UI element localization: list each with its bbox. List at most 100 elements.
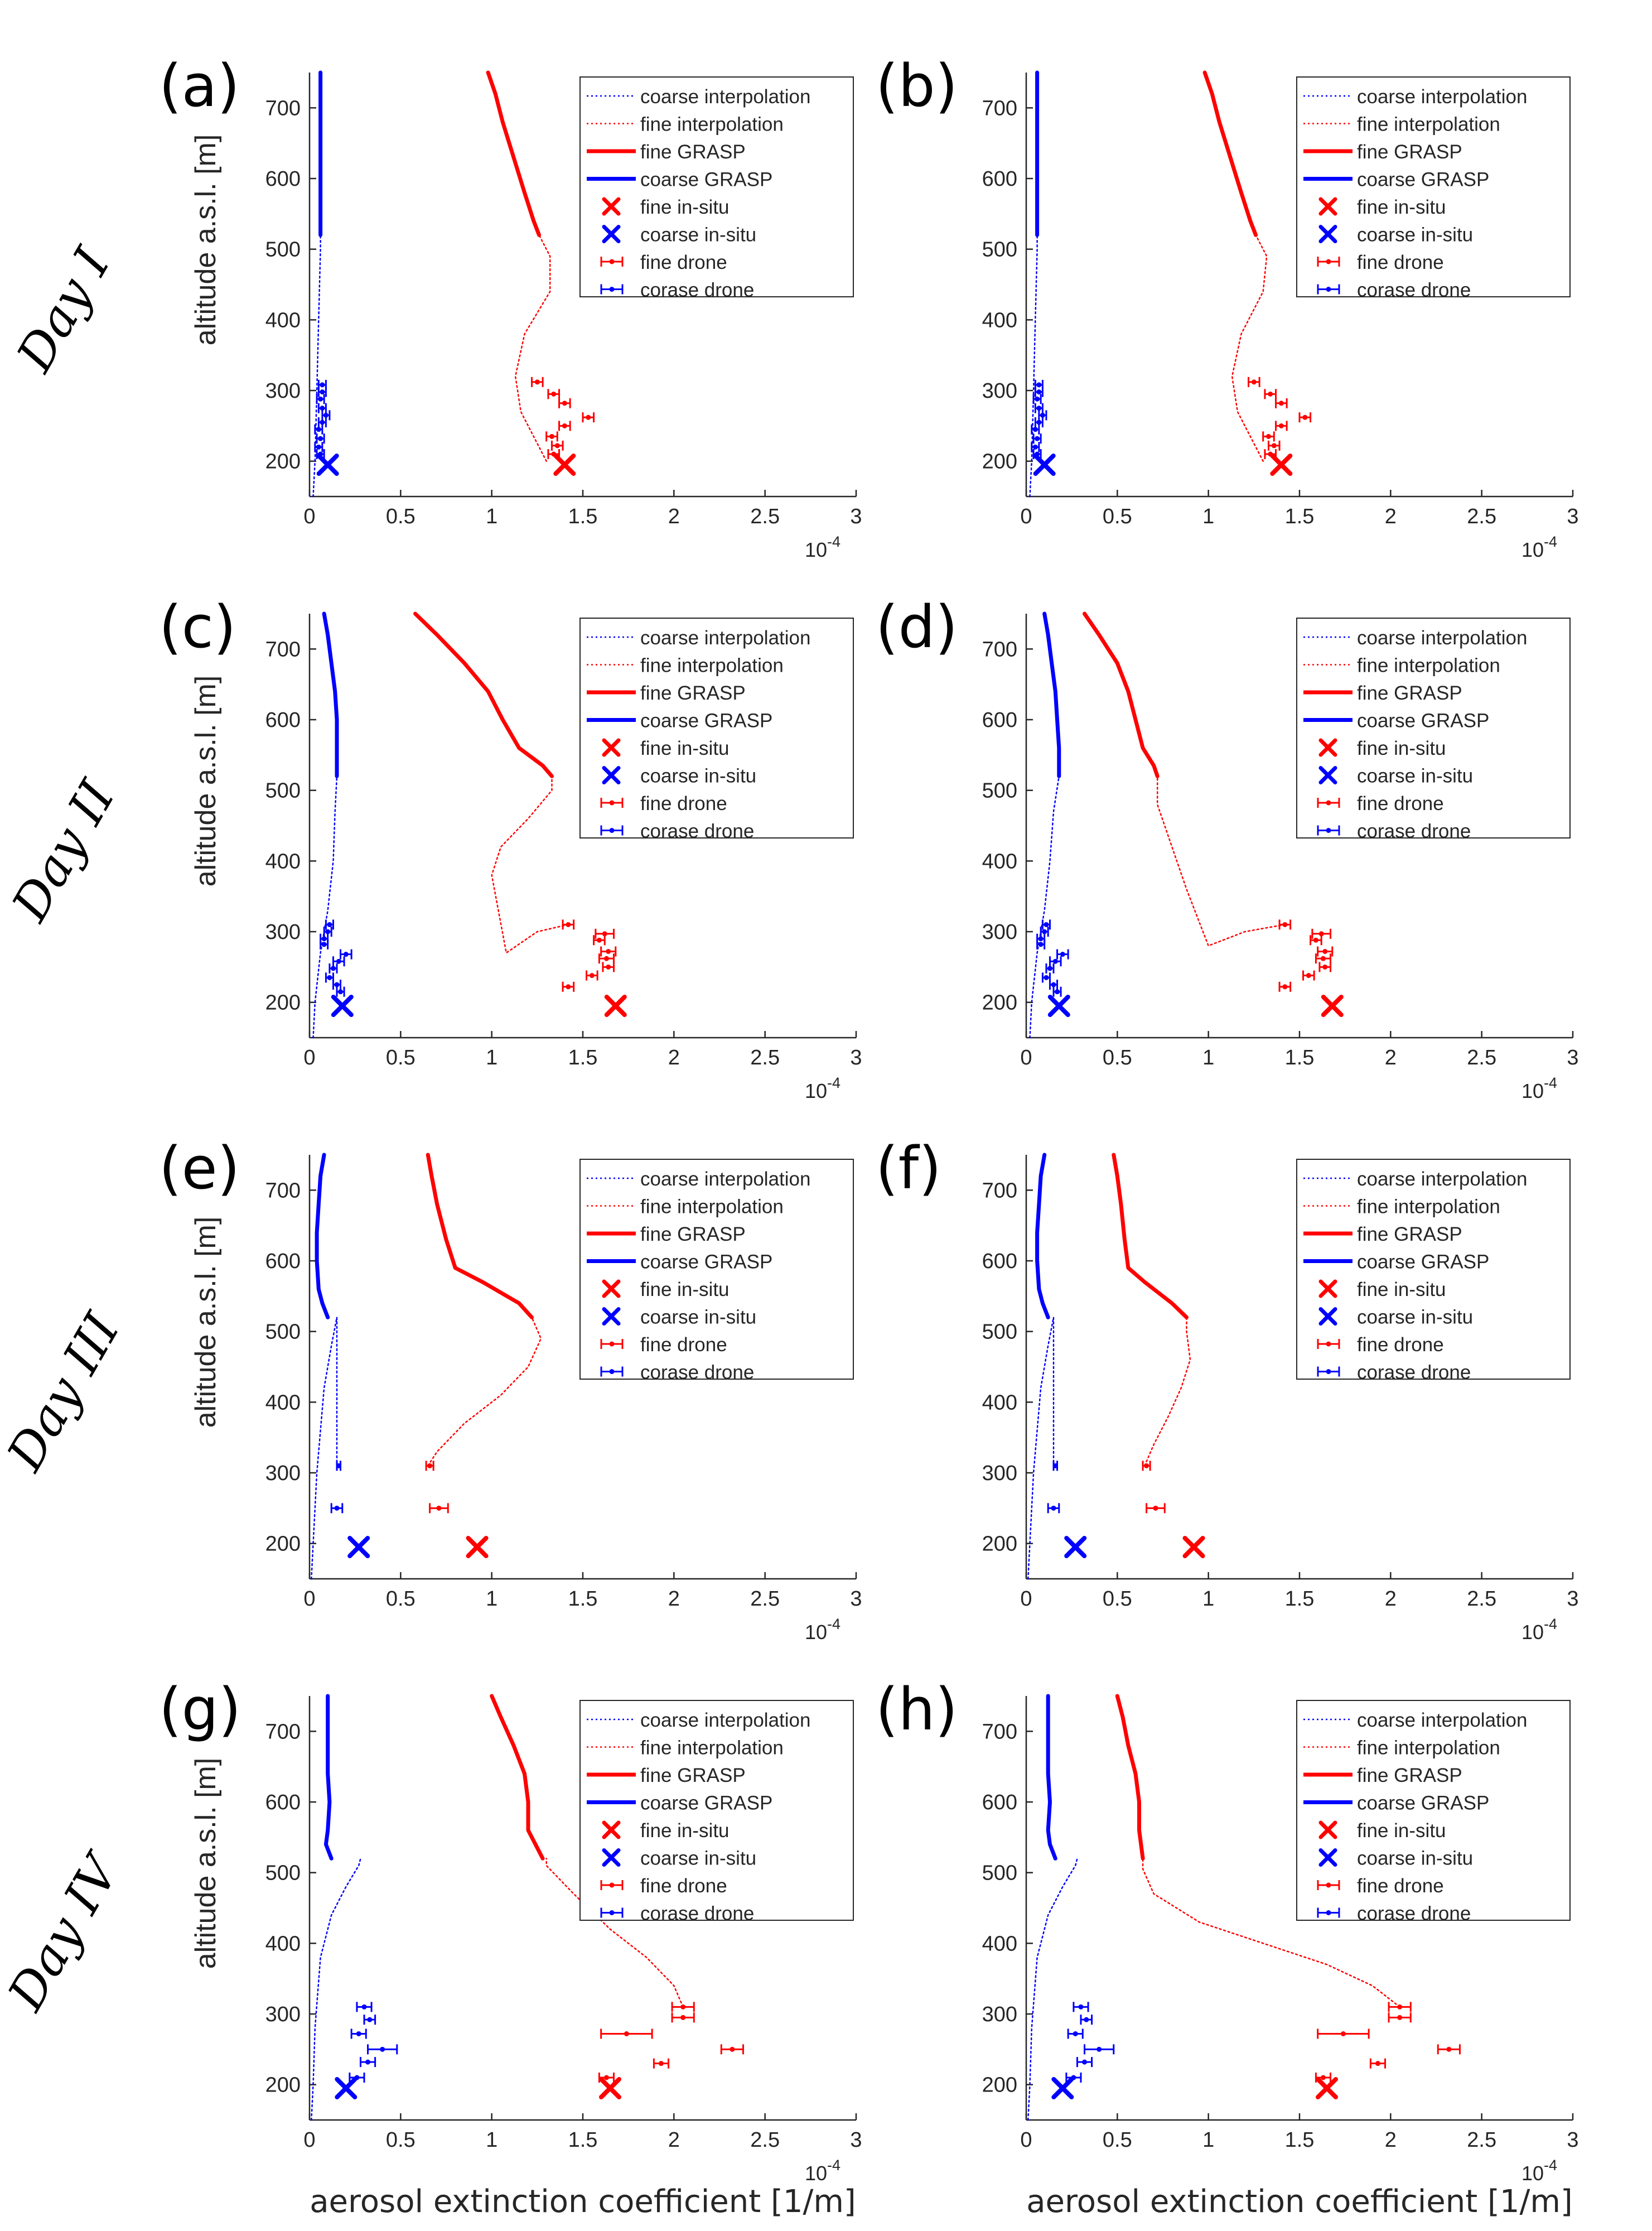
coarse-insitu-marker bbox=[1064, 1536, 1087, 1558]
errorbar-point bbox=[1073, 2031, 1078, 2036]
legend-item: coarse GRASP bbox=[1303, 1792, 1489, 1814]
coarse-drone-point bbox=[1073, 2002, 1089, 2012]
coarse-drone-point bbox=[1038, 410, 1047, 421]
legend-label: fine interpolation bbox=[1357, 1196, 1500, 1218]
coarse-drone-point bbox=[1049, 980, 1059, 990]
series-fine-interpolation bbox=[514, 234, 551, 462]
x-exponent: 10-4 bbox=[1521, 1616, 1557, 1644]
x-tick-label: 2 bbox=[1385, 505, 1397, 528]
cross-stroke bbox=[1182, 1536, 1205, 1558]
coarse-insitu-marker bbox=[1047, 995, 1070, 1017]
errorbar-point bbox=[554, 443, 560, 449]
coarse-drone-point bbox=[332, 956, 345, 967]
legend-item: fine in-situ bbox=[602, 1279, 730, 1300]
x-tick-label: 3 bbox=[850, 505, 862, 528]
legend-label: coarse in-situ bbox=[1357, 1848, 1473, 1869]
fine-insitu-marker bbox=[553, 454, 576, 476]
errorbar-point bbox=[566, 922, 571, 927]
legend-label: fine interpolation bbox=[640, 655, 784, 677]
fine-drone-point bbox=[425, 1461, 434, 1471]
legend-item: coarse GRASP bbox=[1303, 710, 1489, 732]
fine-drone-point bbox=[550, 440, 564, 451]
legend-swatch bbox=[1318, 1848, 1337, 1867]
legend-swatch bbox=[602, 766, 621, 784]
legend-swatch bbox=[602, 1279, 621, 1298]
errorbar-point bbox=[566, 984, 571, 990]
y-tick-label: 600 bbox=[265, 1250, 301, 1273]
legend-item: fine interpolation bbox=[1303, 655, 1500, 677]
errorbar-point bbox=[562, 401, 567, 406]
series-fine-interpolation bbox=[427, 1317, 542, 1467]
series-coarse-GRASP bbox=[323, 1694, 334, 1861]
errorbar-point bbox=[318, 396, 323, 402]
legend-item: coarse in-situ bbox=[602, 224, 756, 246]
legend-item: coarse interpolation bbox=[587, 1709, 810, 1731]
legend-swatch bbox=[609, 1369, 615, 1374]
fine-drone-point bbox=[1298, 412, 1312, 423]
x-exponent-power: -4 bbox=[1544, 2157, 1557, 2174]
x-tick-label: 1.5 bbox=[1285, 2128, 1315, 2152]
cross-stroke bbox=[599, 2077, 621, 2099]
legend-swatch bbox=[1318, 738, 1337, 757]
x-tick-label: 0.5 bbox=[386, 505, 416, 528]
legend-swatch bbox=[1318, 1820, 1337, 1839]
fine-insitu-marker bbox=[1316, 2077, 1338, 2099]
legend-item: fine interpolation bbox=[587, 114, 784, 136]
legend-item: fine GRASP bbox=[587, 141, 746, 163]
fine-drone-point bbox=[582, 412, 595, 423]
legend-label: fine drone bbox=[1357, 793, 1444, 815]
errorbar-point bbox=[1322, 948, 1328, 954]
legend-label: coarse interpolation bbox=[640, 86, 810, 108]
legend-label: fine drone bbox=[640, 1334, 727, 1356]
fine-drone-point bbox=[429, 1503, 449, 1514]
legend-label: coarse interpolation bbox=[1357, 1709, 1527, 1731]
legend-item: coarse interpolation bbox=[587, 1168, 810, 1190]
legend-item: coarse GRASP bbox=[1303, 169, 1489, 191]
x-tick-label: 1.5 bbox=[568, 1587, 598, 1611]
y-tick-label: 200 bbox=[982, 2074, 1017, 2097]
x-exponent: 10-4 bbox=[805, 1074, 841, 1102]
series-coarse-GRASP bbox=[1042, 611, 1061, 778]
x-tick-label: 2 bbox=[668, 505, 680, 528]
series-coarse-GRASP bbox=[1046, 1694, 1057, 1861]
errorbar-point bbox=[327, 922, 332, 927]
coarse-drone-point bbox=[325, 972, 334, 983]
y-tick-label: 600 bbox=[265, 709, 301, 732]
errorbar-point bbox=[596, 937, 602, 943]
errorbar-point bbox=[1144, 1463, 1149, 1468]
errorbar-point bbox=[1035, 396, 1040, 402]
fine-drone-point bbox=[653, 2058, 670, 2069]
x-tick-label: 3 bbox=[1567, 1046, 1578, 1069]
y-tick-label: 300 bbox=[265, 2003, 301, 2026]
fine-drone-point bbox=[671, 2002, 695, 2012]
x-tick-label: 1.5 bbox=[568, 1046, 598, 1069]
y-tick-label: 400 bbox=[265, 309, 301, 332]
legend-item: coarse interpolation bbox=[587, 627, 810, 649]
x-exponent-base: 10 bbox=[805, 2162, 827, 2185]
legend-item: coarse in-situ bbox=[1318, 1848, 1473, 1869]
series-fine-interpolation bbox=[1144, 1317, 1191, 1467]
x-exponent-base: 10 bbox=[1521, 1080, 1544, 1102]
coarse-insitu-marker bbox=[316, 454, 339, 476]
y-tick-label: 700 bbox=[982, 1179, 1017, 1202]
legend-label: corase drone bbox=[640, 1903, 754, 1925]
errorbar-point bbox=[1268, 391, 1273, 397]
errorbar-point bbox=[1035, 436, 1040, 441]
coarse-drone-point bbox=[325, 919, 334, 930]
legend-label: coarse GRASP bbox=[1357, 710, 1489, 732]
x-exponent: 10-4 bbox=[805, 2157, 841, 2185]
x-tick-label: 0 bbox=[1020, 1587, 1032, 1611]
legend-label: fine interpolation bbox=[1357, 114, 1500, 136]
x-tick-label: 0 bbox=[303, 1587, 315, 1611]
x-exponent-power: -4 bbox=[1544, 533, 1557, 550]
legend-item: coarse in-situ bbox=[602, 1307, 756, 1328]
y-tick-label: 300 bbox=[265, 921, 301, 944]
series-fine-GRASP bbox=[1083, 611, 1160, 778]
fine-drone-point bbox=[562, 981, 575, 992]
legend-label: coarse interpolation bbox=[640, 1168, 810, 1190]
x-tick-label: 0 bbox=[303, 1046, 315, 1069]
y-tick-label: 200 bbox=[265, 1533, 301, 1556]
legend-item: coarse in-situ bbox=[1318, 765, 1473, 787]
legend-label: fine in-situ bbox=[1357, 738, 1446, 759]
x-tick-label: 1 bbox=[1202, 2128, 1214, 2152]
